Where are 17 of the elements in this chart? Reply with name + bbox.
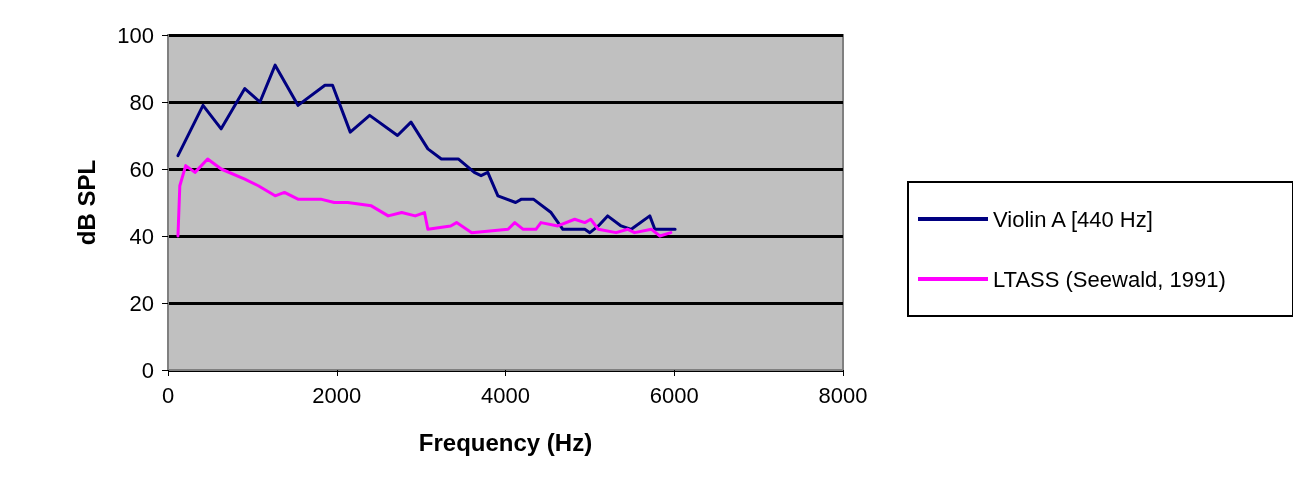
y-tick-label: 0 <box>141 357 154 383</box>
x-tick-label: 0 <box>161 382 175 408</box>
x-tick-label: 6000 <box>649 382 699 408</box>
y-tick-label: 100 <box>117 22 154 48</box>
legend-label: Violin A [440 Hz] <box>993 206 1153 232</box>
y-tick-label: 60 <box>129 156 154 182</box>
x-tick-label: 2000 <box>312 382 362 408</box>
x-tick-label: 8000 <box>818 382 868 408</box>
x-tick-label: 4000 <box>481 382 530 408</box>
x-axis-title: Frequency (Hz) <box>418 428 593 456</box>
line-series <box>176 63 677 235</box>
y-axis-title: dB SPL <box>72 159 100 246</box>
y-tick-label: 40 <box>129 223 154 249</box>
y-tick-label: 80 <box>129 89 154 115</box>
y-tick-label: 20 <box>129 290 154 316</box>
line-series <box>176 157 673 238</box>
legend-label: LTASS (Seewald, 1991) <box>993 266 1226 292</box>
